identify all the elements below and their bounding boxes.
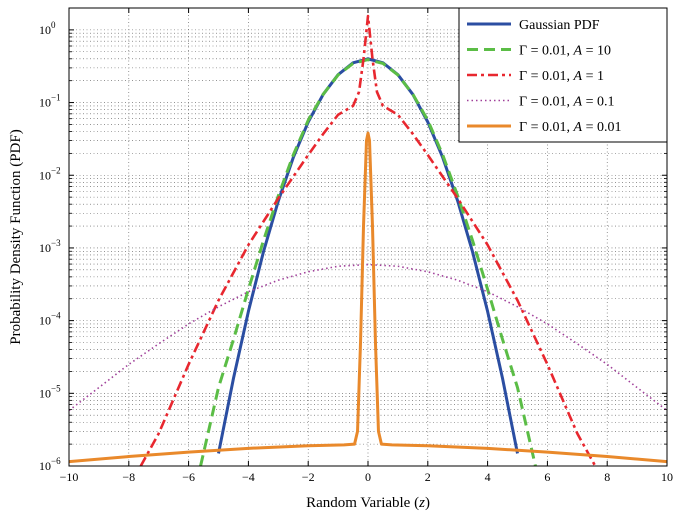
y-tick-label-exponent: −3: [51, 238, 61, 248]
y-tick-label-base: 10: [39, 96, 51, 110]
x-tick-label: 6: [544, 470, 550, 484]
x-tick-label: −2: [302, 470, 315, 484]
y-tick-label: 10−2: [39, 165, 61, 182]
x-tick-label: 0: [365, 470, 371, 484]
y-tick-label: 10−6: [39, 456, 61, 473]
series-line-2: [199, 58, 537, 466]
x-tick-label: 10: [661, 470, 673, 484]
legend-label-variable: A: [573, 69, 583, 84]
x-tick-label: −8: [122, 470, 135, 484]
legend-label-4: Γ = 0.01, A = 0.1: [519, 95, 614, 110]
y-tick-label-base: 10: [39, 168, 51, 182]
legend-label-text: Γ = 0.01,: [519, 95, 574, 110]
y-tick-label-exponent: −5: [51, 383, 61, 393]
y-tick-label: 10−5: [39, 383, 61, 400]
y-tick-label-exponent: −6: [51, 456, 61, 466]
y-tick-label-exponent: −1: [51, 93, 61, 103]
x-tick-label: −4: [242, 470, 255, 484]
series-lines: [69, 14, 667, 466]
y-tick-label-exponent: 0: [51, 20, 56, 30]
legend-label-text: Γ = 0.01,: [519, 44, 574, 59]
x-axis-title-suffix: ): [425, 495, 430, 511]
x-tick-label: 4: [485, 470, 491, 484]
legend-label-1: Gaussian PDF: [519, 18, 600, 33]
series-line-3: [139, 14, 597, 466]
series-line-4: [69, 263, 667, 412]
legend-label-variable: A: [573, 95, 583, 110]
y-tick-label-exponent: −2: [51, 165, 61, 175]
legend-label-variable: A: [573, 44, 583, 59]
y-tick-label: 100: [39, 20, 56, 37]
y-tick-label-base: 10: [39, 459, 51, 473]
x-tick-label: −6: [182, 470, 195, 484]
x-tick-label: −10: [60, 470, 79, 484]
y-tick-label-base: 10: [39, 386, 51, 400]
legend-label-variable: A: [573, 120, 583, 135]
y-tick-label-exponent: −4: [51, 311, 61, 321]
y-axis-title: Probability Density Function (PDF): [8, 129, 24, 344]
legend-label-value: = 1: [582, 69, 604, 84]
legend-label-text: Gaussian PDF: [519, 18, 600, 33]
x-tick-label: 8: [604, 470, 610, 484]
x-axis-title-variable: z: [418, 495, 425, 511]
y-tick-label: 10−1: [39, 93, 61, 110]
legend-label-text: Γ = 0.01,: [519, 120, 574, 135]
y-tick-label-base: 10: [39, 241, 51, 255]
legend-label-3: Γ = 0.01, A = 1: [519, 69, 604, 84]
y-tick-label: 10−4: [39, 311, 61, 328]
y-tick-label-base: 10: [39, 23, 51, 37]
legend-label-text: Γ = 0.01,: [519, 69, 574, 84]
legend-label-value: = 10: [582, 44, 611, 59]
legend-label-value: = 0.01: [582, 120, 621, 135]
x-axis-title: Random Variable (z): [306, 495, 430, 511]
legend-label-value: = 0.1: [582, 95, 614, 110]
y-tick-label: 10−3: [39, 238, 61, 255]
series-line-5: [69, 131, 667, 464]
legend-label-5: Γ = 0.01, A = 0.01: [519, 120, 621, 135]
grid: [69, 8, 667, 466]
legend-label-2: Γ = 0.01, A = 10: [519, 44, 611, 59]
axis-ticks: −10 −8 −6 −4 −2 0 2 4 6 8 1010−610−510−410−310−210…: [39, 8, 673, 484]
x-tick-label: 2: [425, 470, 431, 484]
y-tick-label-base: 10: [39, 314, 51, 328]
x-axis-title-prefix: Random Variable (: [306, 495, 419, 511]
